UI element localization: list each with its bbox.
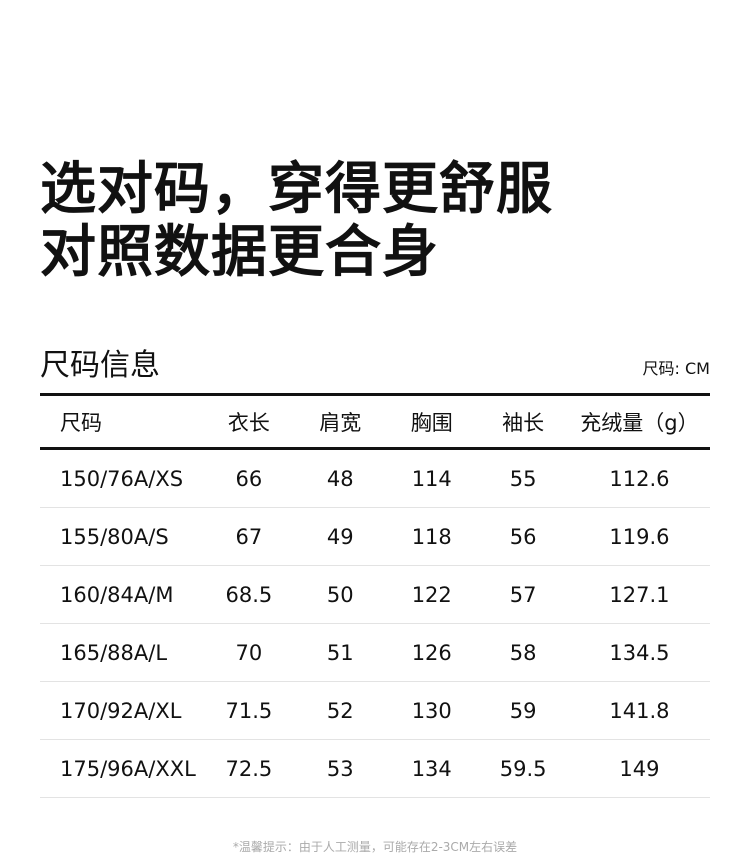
cell-fill-weight: 149 — [619, 756, 660, 781]
cell-shoulder: 50 — [326, 582, 354, 607]
unit-label: 尺码: CM — [642, 359, 710, 378]
cell-chest: 122 — [411, 582, 452, 607]
header-length: 衣长 — [227, 410, 270, 435]
cell-length: 71.5 — [225, 698, 273, 723]
cell-size: 170/92A/XL — [60, 698, 182, 723]
size-table: 尺码 衣长 肩宽 胸围 袖长 充绒量（g） 150/76A/XS 66 48 114 5… — [40, 393, 710, 798]
header-sleeve: 袖长 — [502, 410, 545, 435]
cell-fill-weight: 134.5 — [609, 640, 670, 665]
cell-size: 175/96A/XXL — [60, 756, 196, 781]
cell-sleeve: 55 — [509, 466, 537, 491]
cell-shoulder: 49 — [326, 524, 354, 549]
cell-length: 67 — [235, 524, 263, 549]
header-size: 尺码 — [60, 410, 102, 435]
cell-shoulder: 51 — [326, 640, 354, 665]
cell-size: 160/84A/M — [60, 582, 174, 607]
section-title: 尺码信息 — [40, 348, 160, 383]
cell-chest: 114 — [411, 466, 452, 491]
table-row: 155/80A/S 67 49 118 56 119.6 — [40, 508, 710, 566]
cell-size: 155/80A/S — [60, 524, 169, 549]
title-line-1: 选对码，穿得更舒服 — [40, 157, 553, 222]
cell-chest: 134 — [411, 756, 452, 781]
header-shoulder: 肩宽 — [319, 410, 362, 435]
cell-length: 66 — [235, 466, 263, 491]
cell-sleeve: 59.5 — [499, 756, 547, 781]
cell-fill-weight: 127.1 — [609, 582, 670, 607]
title-line-2: 对照数据更合身 — [40, 220, 439, 285]
page-title: 选对码，穿得更舒服 对照数据更合身 — [40, 158, 553, 284]
cell-chest: 126 — [411, 640, 452, 665]
header-fill-weight: 充绒量（g） — [580, 410, 699, 435]
cell-shoulder: 53 — [326, 756, 354, 781]
table-row: 150/76A/XS 66 48 114 55 112.6 — [40, 450, 710, 508]
note: *温馨提示：由于人工测量，可能存在2-3CM左右误差 — [232, 840, 518, 854]
cell-sleeve: 56 — [509, 524, 537, 549]
cell-fill-weight: 141.8 — [609, 698, 670, 723]
cell-length: 68.5 — [225, 582, 273, 607]
header-chest: 胸围 — [410, 410, 453, 435]
cell-size: 165/88A/L — [60, 640, 168, 665]
table-row: 165/88A/L 70 51 126 58 134.5 — [40, 624, 710, 682]
cell-sleeve: 57 — [509, 582, 537, 607]
cell-size: 150/76A/XS — [60, 466, 184, 491]
table-row: 175/96A/XXL 72.5 53 134 59.5 149 — [40, 740, 710, 798]
cell-shoulder: 48 — [326, 466, 354, 491]
cell-chest: 130 — [411, 698, 452, 723]
cell-fill-weight: 119.6 — [609, 524, 670, 549]
cell-sleeve: 58 — [509, 640, 537, 665]
cell-shoulder: 52 — [326, 698, 354, 723]
cell-chest: 118 — [411, 524, 452, 549]
table-row: 160/84A/M 68.5 50 122 57 127.1 — [40, 566, 710, 624]
table-row: 170/92A/XL 71.5 52 130 59 141.8 — [40, 682, 710, 740]
cell-length: 72.5 — [225, 756, 273, 781]
table-header: 尺码 衣长 肩宽 胸围 袖长 充绒量（g） — [40, 393, 710, 450]
cell-fill-weight: 112.6 — [609, 466, 670, 491]
cell-length: 70 — [235, 640, 263, 665]
cell-sleeve: 59 — [509, 698, 537, 723]
